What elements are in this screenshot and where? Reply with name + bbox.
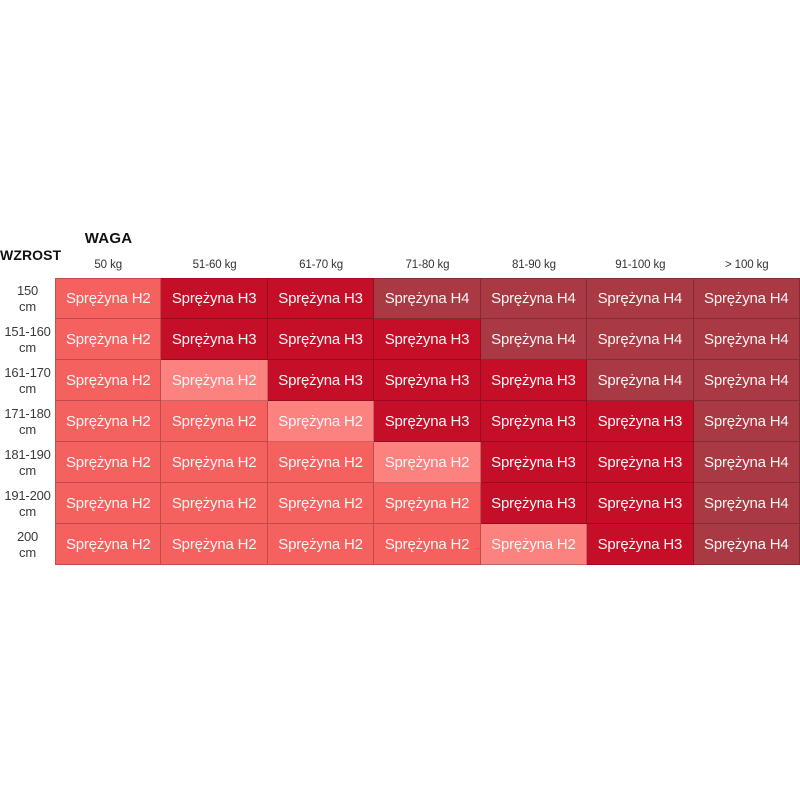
spring-cell: Sprężyna H2 (55, 524, 162, 565)
height-value: 161-170 (4, 364, 51, 380)
weight-column-header: > 100 kg (724, 259, 769, 271)
height-row-label: 191-200 cm (0, 483, 55, 524)
spring-cell: Sprężyna H2 (55, 401, 162, 442)
weight-column-header: 71-80 kg (405, 259, 450, 271)
spring-cell: Sprężyna H4 (693, 524, 800, 565)
spring-cell: Sprężyna H3 (587, 401, 694, 442)
height-row-label: 150 cm (0, 278, 55, 319)
spring-cell: Sprężyna H2 (55, 278, 162, 319)
height-row-label: 151-160 cm (0, 319, 55, 360)
height-value: 181-190 (4, 446, 51, 462)
height-row-label: 181-190 cm (0, 442, 55, 483)
spring-cell: Sprężyna H3 (161, 319, 268, 360)
spring-cell: Sprężyna H2 (374, 442, 481, 483)
spring-cell: Sprężyna H3 (480, 442, 588, 483)
spring-cell: Sprężyna H4 (693, 442, 800, 483)
spring-cell: Sprężyna H3 (480, 401, 588, 442)
spring-cell: Sprężyna H2 (161, 524, 268, 565)
height-unit: cm (19, 421, 36, 437)
spring-cell: Sprężyna H3 (480, 483, 588, 524)
spring-cell: Sprężyna H3 (374, 360, 481, 401)
spring-cell: Sprężyna H2 (267, 524, 375, 565)
spring-cell: Sprężyna H2 (55, 319, 162, 360)
spring-cell: Sprężyna H2 (267, 401, 375, 442)
spring-cell: Sprężyna H4 (693, 319, 800, 360)
spring-cell: Sprężyna H3 (587, 483, 694, 524)
spring-cell: Sprężyna H3 (267, 319, 375, 360)
weight-column-header: 61-70 kg (299, 259, 344, 271)
spring-cell: Sprężyna H3 (374, 319, 481, 360)
weight-column-header: 81-90 kg (511, 259, 556, 271)
spring-cell: Sprężyna H4 (480, 278, 588, 319)
spring-cell: Sprężyna H4 (587, 360, 694, 401)
spring-cell: Sprężyna H2 (55, 360, 162, 401)
height-value: 171-180 (4, 405, 51, 421)
height-row-label: 161-170 cm (0, 360, 55, 401)
height-value: 200 (16, 528, 39, 544)
height-unit: cm (19, 462, 36, 478)
spring-cell: Sprężyna H4 (587, 278, 694, 319)
height-row-label: 200 cm (0, 524, 55, 565)
height-row-label: 171-180 cm (0, 401, 55, 442)
spring-cell: Sprężyna H2 (161, 401, 268, 442)
height-unit: cm (19, 339, 36, 355)
spring-cell: Sprężyna H4 (693, 483, 800, 524)
weight-column-header: 50 kg (94, 259, 123, 271)
spring-cell: Sprężyna H2 (161, 360, 268, 401)
height-unit: cm (19, 298, 36, 314)
spring-cell: Sprężyna H3 (374, 401, 481, 442)
height-value: 151-160 (4, 323, 51, 339)
spring-cell: Sprężyna H4 (693, 278, 800, 319)
height-value: 150 (16, 282, 39, 298)
spring-cell: Sprężyna H3 (267, 278, 375, 319)
weight-column-headers: 50 kg 51-60 kg 61-70 kg 71-80 kg 81-90 kg 91-… (55, 256, 800, 274)
spring-cell: Sprężyna H2 (267, 483, 375, 524)
spring-cell: Sprężyna H4 (374, 278, 481, 319)
spring-cell: Sprężyna H3 (480, 360, 588, 401)
spring-cell: Sprężyna H2 (374, 483, 481, 524)
spring-matrix: 150 cm Sprężyna H2 Sprężyna H3 Sprężyna H3 Sp… (0, 278, 800, 565)
spring-cell: Sprężyna H2 (161, 483, 268, 524)
spring-cell: Sprężyna H3 (267, 360, 375, 401)
weight-column-header: 91-100 kg (615, 259, 666, 271)
spring-cell: Sprężyna H2 (267, 442, 375, 483)
spring-cell: Sprężyna H3 (587, 442, 694, 483)
height-axis-title: WZROST (0, 247, 62, 263)
height-unit: cm (19, 503, 36, 519)
height-value: 191-200 (4, 487, 51, 503)
spring-cell: Sprężyna H3 (587, 524, 694, 565)
spring-cell: Sprężyna H3 (161, 278, 268, 319)
spring-cell: Sprężyna H4 (587, 319, 694, 360)
height-unit: cm (19, 544, 36, 560)
spring-cell: Sprężyna H4 (693, 360, 800, 401)
spring-cell: Sprężyna H2 (161, 442, 268, 483)
spring-cell: Sprężyna H2 (55, 442, 162, 483)
spring-cell: Sprężyna H4 (480, 319, 588, 360)
height-unit: cm (19, 380, 36, 396)
spring-cell: Sprężyna H2 (55, 483, 162, 524)
spring-cell: Sprężyna H4 (693, 401, 800, 442)
spring-cell: Sprężyna H2 (374, 524, 481, 565)
weight-column-header: 51-60 kg (192, 259, 237, 271)
spring-cell: Sprężyna H2 (480, 524, 588, 565)
weight-axis-title: WAGA (84, 230, 133, 247)
